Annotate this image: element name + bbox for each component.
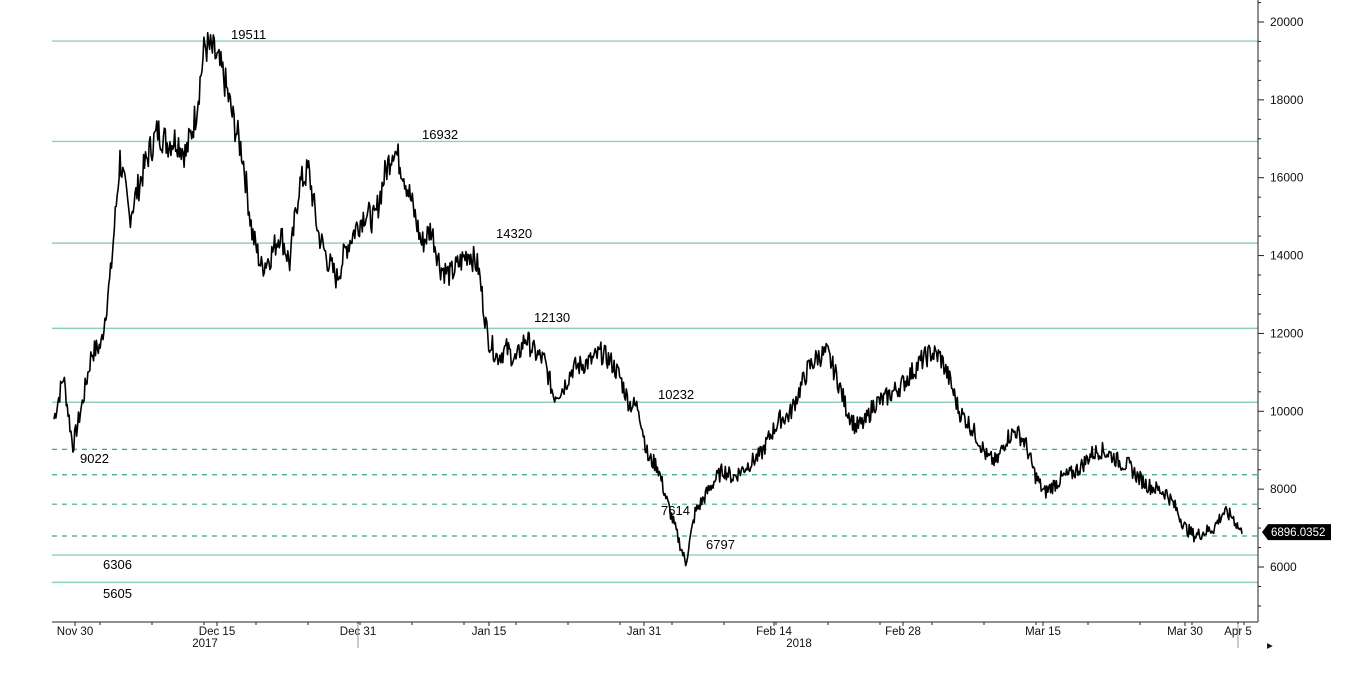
level-label: 5605 [103, 586, 132, 601]
x-tick-label: Jan 31 [627, 626, 662, 638]
level-label: 16932 [422, 127, 458, 142]
level-lines [52, 40, 1258, 584]
axes: 6000 8000 10000 12000 14000 16000 18000 20000 No… [52, 0, 1304, 652]
x-year-label: 2018 [786, 638, 812, 650]
axis-arrow: ▸ [1267, 640, 1273, 652]
level-label: 12130 [534, 310, 570, 325]
x-tick-label: Feb 28 [885, 626, 921, 638]
x-year-label: 2017 [192, 638, 218, 650]
y-tick-label: 10000 [1270, 404, 1304, 418]
level-label: 6797 [706, 537, 735, 552]
x-tick-label: Dec 15 [199, 626, 235, 638]
x-tick-label: Mar 15 [1025, 626, 1061, 638]
y-tick-label: 6000 [1270, 560, 1297, 574]
y-tick-label: 12000 [1270, 326, 1304, 340]
x-tick-label: Feb 14 [756, 626, 792, 638]
price-series [53, 31, 1243, 567]
y-tick-label: 20000 [1270, 15, 1304, 29]
x-tick-label: Jan 15 [472, 626, 507, 638]
y-tick-label: 16000 [1270, 171, 1304, 185]
level-label: 9022 [80, 451, 109, 466]
x-tick-label: Nov 30 [57, 626, 93, 638]
level-label: 6306 [103, 557, 132, 572]
last-price-tag-bg [1262, 524, 1331, 541]
level-label: 14320 [496, 226, 532, 241]
last-price-tag: 6896.0352 [1262, 524, 1331, 541]
y-tick-label: 18000 [1270, 93, 1304, 107]
level-label: 19511 [231, 27, 266, 42]
x-tick-label: Mar 30 [1167, 626, 1203, 638]
last-price-label: 6896.0352 [1271, 527, 1325, 539]
level-labels: 19511 16932 14320 12130 10232 6306 5605 9022 761… [80, 27, 1331, 601]
level-label: 10232 [658, 387, 694, 402]
price-line [53, 31, 1243, 567]
y-tick-label: 14000 [1270, 249, 1304, 263]
y-tick-label: 8000 [1270, 482, 1297, 496]
level-label: 7614 [661, 503, 690, 518]
